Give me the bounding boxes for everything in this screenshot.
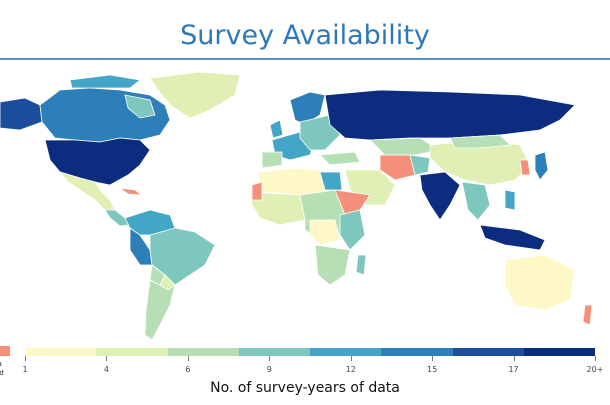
region-canada-arctic <box>69 74 141 89</box>
region-new-zealand <box>582 304 593 326</box>
region-drc <box>309 219 341 246</box>
region-madagascar <box>355 254 367 276</box>
legend-segment <box>25 348 97 356</box>
region-usa <box>44 137 151 186</box>
legend-tick-mark <box>269 356 271 361</box>
legend-tick-label: 1 <box>22 365 28 374</box>
legend-tick-mark <box>350 356 352 361</box>
region-india <box>419 171 461 221</box>
legend-tick-mark <box>25 356 26 361</box>
legend-tick-mark <box>432 356 434 361</box>
region-argentina-chile <box>144 279 176 341</box>
region-scandinavia <box>289 91 326 126</box>
region-kazakhstan <box>369 137 442 156</box>
region-japan <box>534 151 549 181</box>
legend-tick-label: 6 <box>185 365 191 374</box>
region-korea <box>519 159 531 176</box>
legend-tick-mark <box>513 356 515 361</box>
legend-tick-mark <box>187 356 189 361</box>
world-choropleth-map <box>0 71 593 341</box>
region-philippines <box>504 189 516 211</box>
legend-segment <box>523 348 595 356</box>
legend-tick-mark <box>106 356 108 361</box>
title-underline <box>0 58 610 60</box>
no-data-label-line2: tified <box>0 369 4 377</box>
region-indonesia <box>479 224 546 251</box>
region-uk <box>269 119 284 139</box>
no-data-label: data tified <box>0 360 4 378</box>
slide-title: Survey Availability <box>180 20 430 51</box>
region-alaska <box>0 97 43 131</box>
legend-tick-label: 15 <box>427 365 438 374</box>
legend-tick-label: 12 <box>345 365 356 374</box>
region-turkey <box>319 151 361 166</box>
region-afghanistan <box>409 154 431 176</box>
region-west-africa-coast <box>251 181 263 201</box>
region-paraguay <box>159 274 176 291</box>
legend-segment <box>96 348 168 356</box>
legend-tick-mark <box>595 356 596 361</box>
region-australia <box>504 254 576 311</box>
legend-segment <box>381 348 453 356</box>
legend-segment <box>167 348 239 356</box>
region-greenland <box>149 71 241 119</box>
legend-tick-label: 17 <box>508 365 519 374</box>
region-east-africa <box>339 209 366 251</box>
legend-tick-label: 9 <box>266 365 272 374</box>
region-brazil <box>149 227 216 286</box>
legend-segment <box>238 348 310 356</box>
region-russia <box>324 89 576 141</box>
region-southeast-asia <box>461 181 491 221</box>
legend-axis-title: No. of survey-years of data <box>210 380 400 396</box>
no-data-label-line1: data <box>0 360 4 369</box>
legend-color-bar <box>25 348 595 356</box>
region-egypt <box>319 171 343 191</box>
region-caribbean <box>118 187 144 196</box>
region-southern-africa <box>314 244 351 286</box>
region-hudson-islands <box>124 94 156 119</box>
legend-tick-label: 20+ <box>586 365 604 374</box>
region-iberia <box>261 151 283 169</box>
legend-segment <box>452 348 524 356</box>
no-data-swatch <box>0 346 10 356</box>
legend-tick-label: 4 <box>103 365 109 374</box>
legend-segment <box>310 348 382 356</box>
region-mongolia <box>449 134 511 149</box>
